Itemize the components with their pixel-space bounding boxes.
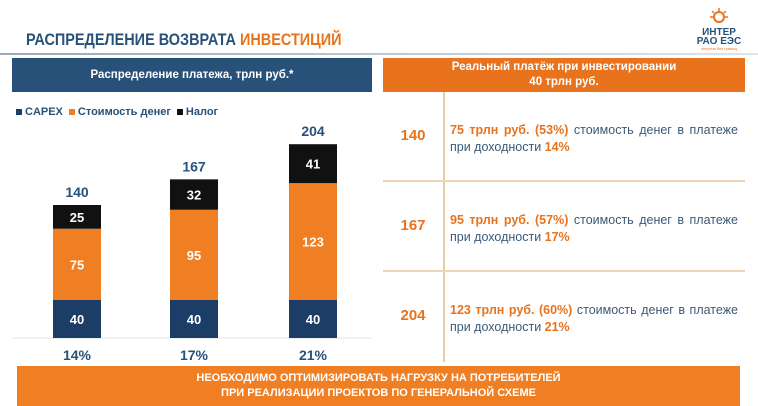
title-divider xyxy=(0,53,758,55)
row-divider xyxy=(383,270,745,272)
row-text: стоимость денег в платеже при доходности xyxy=(450,303,739,334)
row-rate: 17% xyxy=(544,230,570,244)
total-label: 204 xyxy=(301,123,325,139)
stacked-bar-chart: 40 75 25 140 14% 40 95 32 167 17% 40 123 41 204 21% xyxy=(12,123,372,363)
left-panel-header: Распределение платежа, трлн руб.* xyxy=(12,58,372,92)
row-text: стоимость денег в платеже при доходности xyxy=(450,123,738,154)
table-divider xyxy=(443,92,445,362)
logo-text: РАО ЕЭС xyxy=(696,36,742,47)
total-label: 140 xyxy=(65,184,89,200)
row-rate: 14% xyxy=(544,140,570,154)
payment-table: 140 75 трлн руб. (53%) стоимость денег в… xyxy=(383,92,745,362)
data-label: 75 xyxy=(70,257,84,272)
total-label: 167 xyxy=(182,158,206,174)
data-label: 40 xyxy=(187,312,201,327)
banner-line: ПРИ РЕАЛИЗАЦИИ ПРОЕКТОВ ПО ГЕНЕРАЛЬНОЙ С… xyxy=(221,387,536,399)
row-highlight: 75 трлн руб. (53%) xyxy=(450,123,569,137)
data-label: 123 xyxy=(302,235,324,250)
row-highlight: 123 трлн руб. (60%) xyxy=(450,303,573,317)
row-rate: 21% xyxy=(544,320,570,334)
right-panel-subtitle: 40 трлн руб. xyxy=(529,76,599,88)
page-title: РАСПРЕДЕЛЕНИЕ ВОЗВРАТА ИНВЕСТИЦИЙ xyxy=(26,30,342,50)
left-panel-title: Распределение платежа, трлн руб.* xyxy=(90,68,294,81)
bar-segment xyxy=(170,209,218,300)
bar-segment xyxy=(170,179,218,210)
data-label: 40 xyxy=(306,312,320,327)
row-total: 140 xyxy=(400,127,426,144)
bar-segment xyxy=(53,205,101,229)
legend-swatch xyxy=(68,109,75,115)
row-highlight: 95 трлн руб. (57%) xyxy=(450,213,569,227)
data-label: 41 xyxy=(306,157,320,172)
title-accent: ИНВЕСТИЦИЙ xyxy=(239,30,342,49)
title-main: РАСПРЕДЕЛЕНИЕ ВОЗВРАТА xyxy=(26,30,236,49)
legend-item-capex: CAPEX xyxy=(16,106,63,118)
row-total: 167 xyxy=(400,217,426,234)
bar-segment xyxy=(289,300,337,338)
company-logo: ИНТЕР РАО ЕЭС энергия без границ xyxy=(693,8,745,52)
right-panel-header: Реальный платёж при инвестировании 40 трл… xyxy=(383,58,745,92)
data-label: 95 xyxy=(187,248,201,263)
bar-segment xyxy=(170,300,218,338)
chart-legend: CAPEX Стоимость денег Налог xyxy=(16,106,218,118)
table-row: 167 95 трлн руб. (57%) стоимость денег в… xyxy=(383,182,745,272)
legend-swatch xyxy=(16,109,22,115)
data-label: 40 xyxy=(70,312,84,327)
logo-tagline: энергия без границ xyxy=(701,46,737,51)
row-divider xyxy=(383,180,745,182)
row-text: стоимость денег в платеже при доходности xyxy=(450,213,738,244)
data-label: 32 xyxy=(187,188,201,203)
bar-segment xyxy=(289,183,337,300)
table-row: 140 75 трлн руб. (53%) стоимость денег в… xyxy=(383,92,745,182)
sun-logo-icon xyxy=(710,8,728,23)
category-label: 21% xyxy=(299,347,328,363)
bar-segment xyxy=(53,228,101,300)
banner-line: НЕОБХОДИМО ОПТИМИЗИРОВАТЬ НАГРУЗКУ НА ПО… xyxy=(196,372,561,384)
data-label: 25 xyxy=(70,210,84,225)
conclusion-banner: НЕОБХОДИМО ОПТИМИЗИРОВАТЬ НАГРУЗКУ НА ПО… xyxy=(17,366,740,406)
legend-label: Стоимость денег xyxy=(77,106,171,118)
legend-item-tax: Налог xyxy=(176,106,219,118)
bar-segment xyxy=(289,144,337,184)
table-row: 204 123 трлн руб. (60%) стоимость денег … xyxy=(383,272,745,362)
legend-label: CAPEX xyxy=(25,106,63,118)
row-description: 95 трлн руб. (57%) стоимость денег в пла… xyxy=(450,212,738,246)
logo-text: ИНТЕР xyxy=(702,27,736,38)
right-panel-title: Реальный платёж при инвестировании xyxy=(451,61,677,73)
bar-segment xyxy=(53,300,101,338)
category-label: 14% xyxy=(63,347,92,363)
row-description: 75 трлн руб. (53%) стоимость денег в пла… xyxy=(450,122,738,156)
row-description: 123 трлн руб. (60%) стоимость денег в пл… xyxy=(450,302,738,336)
legend-item-money: Стоимость денег xyxy=(68,106,171,118)
legend-label: Налог xyxy=(185,106,219,118)
row-total: 204 xyxy=(400,307,426,324)
category-label: 17% xyxy=(180,347,209,363)
legend-swatch xyxy=(176,109,183,115)
